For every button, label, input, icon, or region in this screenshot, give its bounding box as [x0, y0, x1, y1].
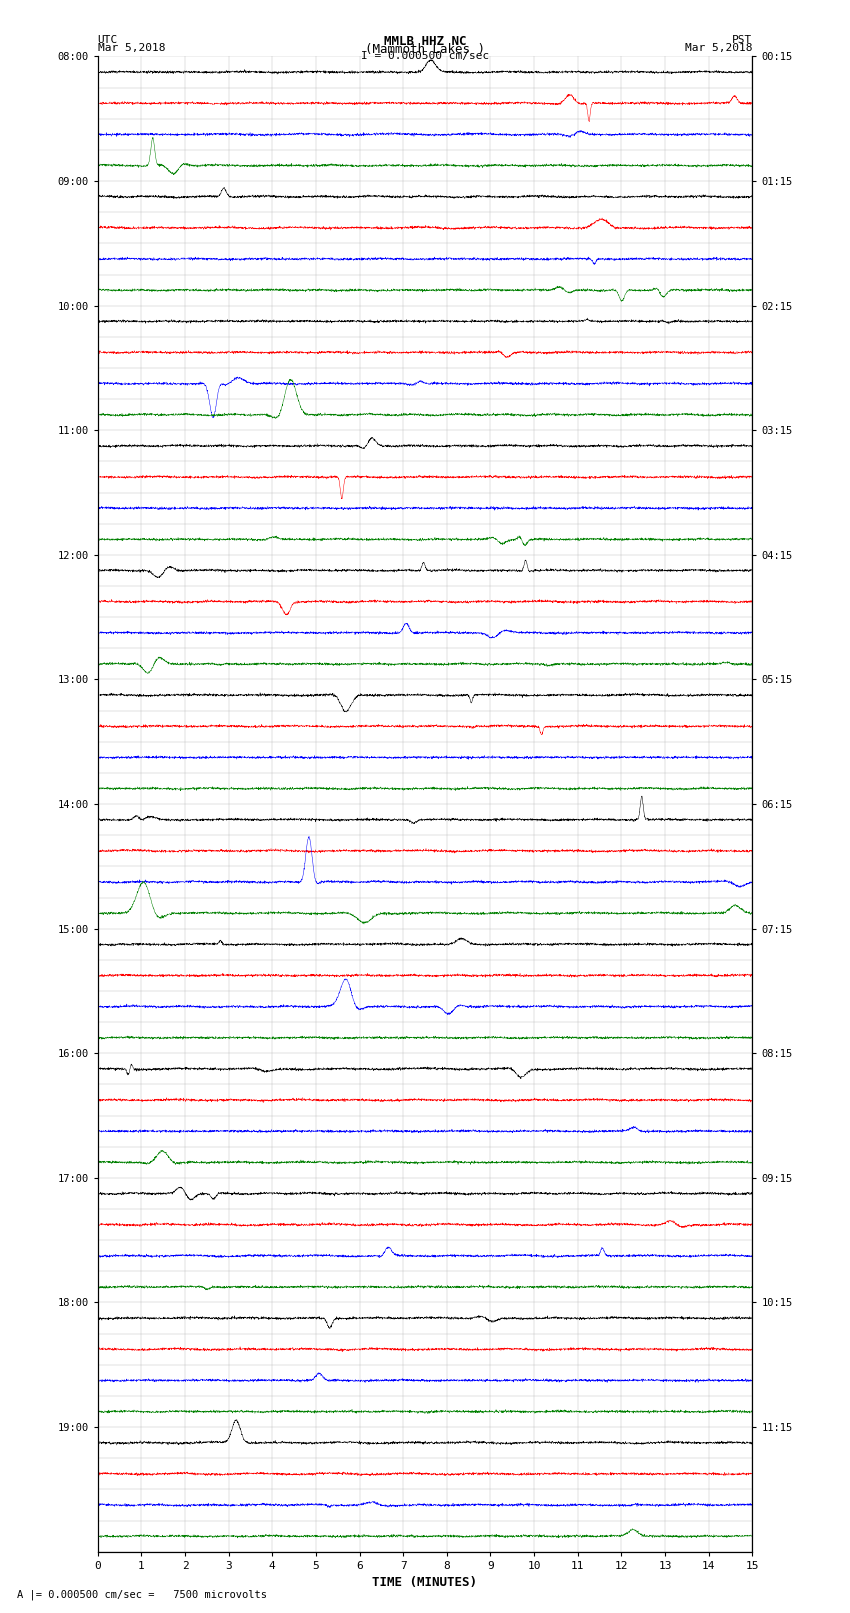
Text: I = 0.000500 cm/sec: I = 0.000500 cm/sec [361, 50, 489, 61]
Text: Mar 5,2018: Mar 5,2018 [98, 44, 165, 53]
X-axis label: TIME (MINUTES): TIME (MINUTES) [372, 1576, 478, 1589]
Text: UTC: UTC [98, 35, 118, 45]
Text: (Mammoth Lakes ): (Mammoth Lakes ) [365, 44, 485, 56]
Text: MMLB HHZ NC: MMLB HHZ NC [383, 35, 467, 48]
Text: PST: PST [732, 35, 752, 45]
Text: A |= 0.000500 cm/sec =   7500 microvolts: A |= 0.000500 cm/sec = 7500 microvolts [17, 1589, 267, 1600]
Text: Mar 5,2018: Mar 5,2018 [685, 44, 752, 53]
